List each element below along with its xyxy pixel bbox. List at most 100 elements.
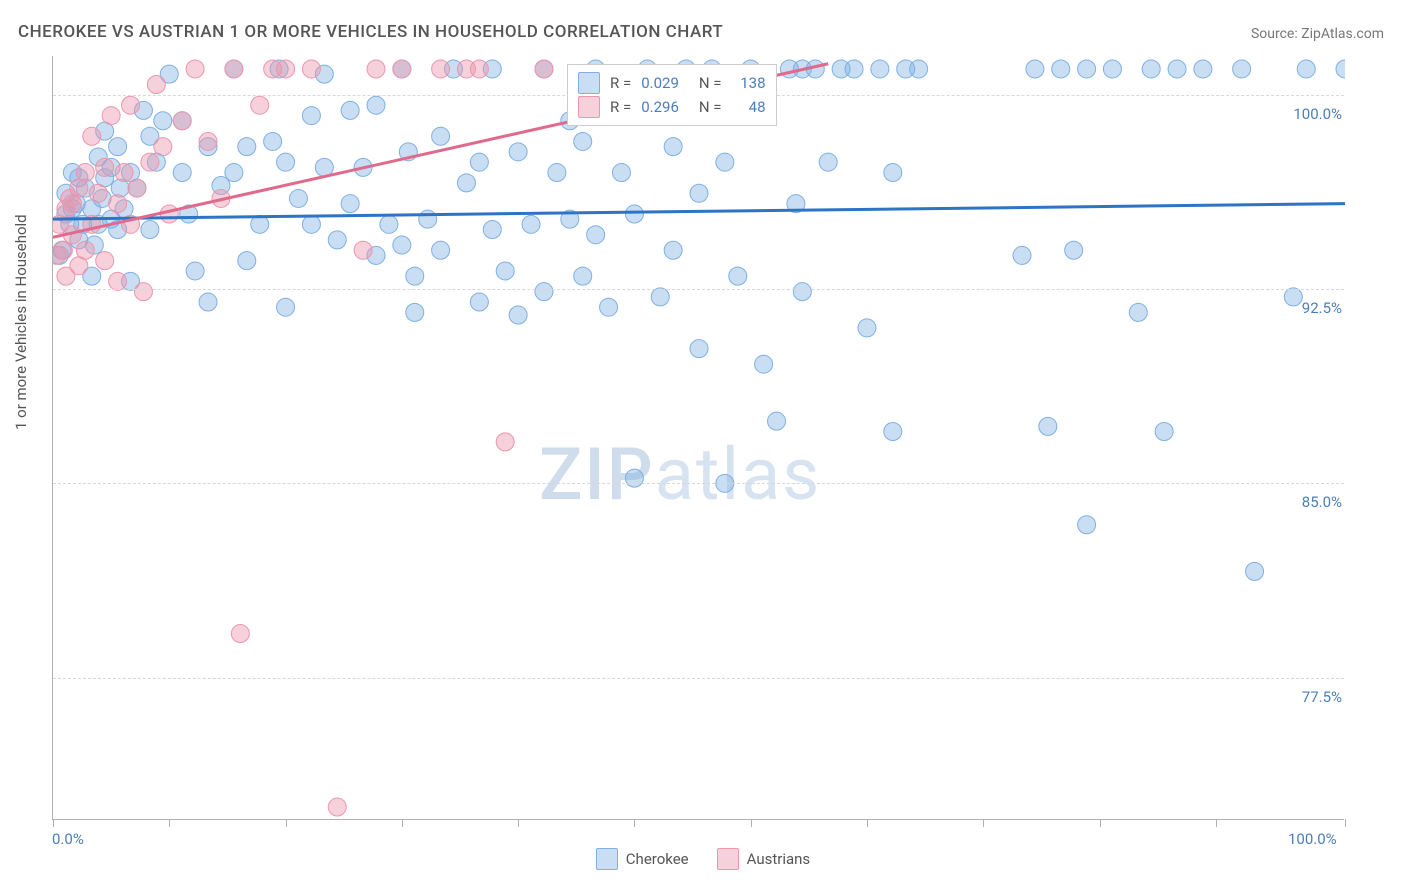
data-point	[470, 153, 488, 171]
trend-line	[53, 204, 1345, 220]
data-point	[1065, 241, 1083, 259]
data-point	[664, 241, 682, 259]
chart-plot-area: ZIPatlas R =0.029N =138R =0.296N =48	[52, 56, 1344, 820]
data-point	[341, 101, 359, 119]
data-point	[199, 293, 217, 311]
data-point	[173, 164, 191, 182]
data-point	[289, 189, 307, 207]
y-tick-label: 92.5%	[1282, 299, 1342, 317]
data-point	[625, 205, 643, 223]
x-tick	[1100, 819, 1101, 827]
stats-row: R =0.296N =48	[578, 95, 766, 119]
data-point	[128, 179, 146, 197]
data-point	[509, 143, 527, 161]
data-point	[225, 164, 243, 182]
data-point	[600, 298, 618, 316]
data-point	[277, 60, 295, 78]
data-point	[1078, 516, 1096, 534]
data-point	[535, 60, 553, 78]
data-point	[134, 283, 152, 301]
data-point	[225, 60, 243, 78]
chart-svg	[53, 56, 1345, 820]
data-point	[83, 127, 101, 145]
data-point	[432, 127, 450, 145]
data-point	[96, 252, 114, 270]
data-point	[1142, 60, 1160, 78]
data-point	[1233, 60, 1251, 78]
data-point	[910, 60, 928, 78]
stat-n-value: 138	[732, 71, 766, 95]
legend-swatch	[596, 848, 618, 870]
data-point	[509, 306, 527, 324]
data-point	[793, 283, 811, 301]
data-point	[1155, 423, 1173, 441]
data-point	[457, 174, 475, 192]
data-point	[690, 184, 708, 202]
data-point	[393, 236, 411, 254]
x-tick	[751, 819, 752, 827]
x-tick	[1216, 819, 1217, 827]
data-point	[625, 469, 643, 487]
legend-item: Cherokee	[596, 848, 689, 870]
data-point	[1297, 60, 1315, 78]
data-point	[186, 60, 204, 78]
data-point	[102, 107, 120, 125]
data-point	[716, 153, 734, 171]
data-point	[496, 433, 514, 451]
data-point	[768, 412, 786, 430]
source-label: Source: ZipAtlas.com	[1251, 26, 1384, 42]
data-point	[470, 60, 488, 78]
data-point	[664, 138, 682, 156]
gridline	[53, 289, 1344, 290]
chart-title: CHEROKEE VS AUSTRIAN 1 OR MORE VEHICLES …	[18, 22, 723, 42]
data-point	[432, 60, 450, 78]
data-point	[277, 298, 295, 316]
data-point	[109, 272, 127, 290]
stats-legend-box: R =0.029N =138R =0.296N =48	[567, 64, 777, 126]
data-point	[54, 241, 72, 259]
data-point	[354, 241, 372, 259]
data-point	[238, 138, 256, 156]
data-point	[109, 138, 127, 156]
y-axis-label: 1 or more Vehicles in Household	[12, 214, 30, 430]
data-point	[302, 215, 320, 233]
data-point	[1052, 60, 1070, 78]
y-tick-label: 85.0%	[1282, 493, 1342, 511]
x-tick	[518, 819, 519, 827]
data-point	[341, 195, 359, 213]
data-point	[1013, 246, 1031, 264]
data-point	[574, 267, 592, 285]
data-point	[238, 252, 256, 270]
data-point	[302, 60, 320, 78]
data-point	[328, 798, 346, 816]
data-point	[367, 96, 385, 114]
data-point	[729, 267, 747, 285]
data-point	[154, 112, 172, 130]
data-point	[845, 60, 863, 78]
data-point	[111, 179, 129, 197]
stat-n-label: N =	[699, 95, 722, 119]
data-point	[1078, 60, 1096, 78]
x-axis-max-label: 100.0%	[1288, 830, 1337, 848]
stat-r-value: 0.029	[641, 71, 679, 95]
data-point	[587, 226, 605, 244]
data-point	[535, 283, 553, 301]
data-point	[871, 60, 889, 78]
data-point	[884, 164, 902, 182]
y-tick-label: 100.0%	[1282, 105, 1342, 123]
data-point	[1168, 60, 1186, 78]
data-point	[1103, 60, 1121, 78]
data-point	[380, 215, 398, 233]
legend-label: Austrians	[747, 850, 811, 868]
data-point	[496, 262, 514, 280]
data-point	[612, 164, 630, 182]
stat-n-value: 48	[732, 95, 766, 119]
x-tick	[634, 819, 635, 827]
legend-swatch	[578, 72, 600, 94]
data-point	[1246, 562, 1264, 580]
data-point	[89, 184, 107, 202]
x-tick	[867, 819, 868, 827]
data-point	[1194, 60, 1212, 78]
data-point	[76, 164, 94, 182]
stat-r-value: 0.296	[641, 95, 679, 119]
